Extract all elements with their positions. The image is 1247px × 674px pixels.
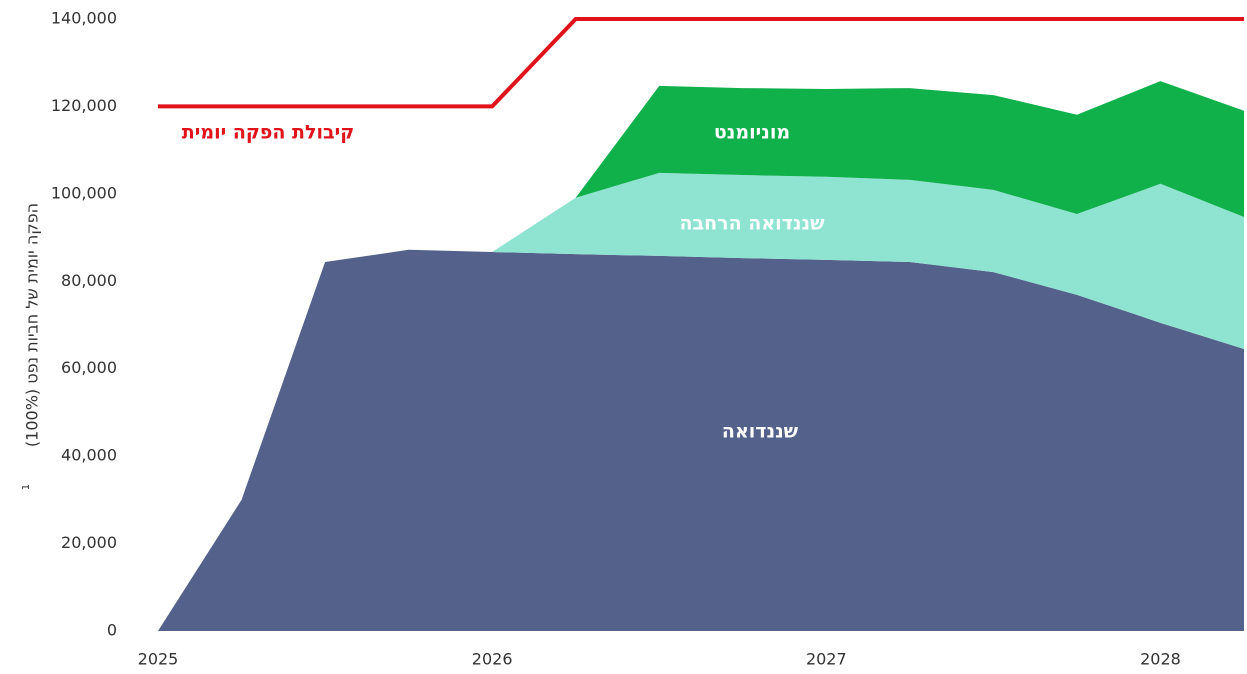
area [575, 81, 1244, 218]
x-tick-label: 2026 [472, 650, 513, 669]
line [158, 17, 1244, 109]
y-axis-title: הפקה יומית של חביות נפט (100%) 1 [21, 203, 42, 490]
series-label: מוניומנט [714, 122, 790, 144]
x-tick-label: 2025 [138, 650, 179, 669]
series-label: שננדואה [722, 421, 799, 443]
y-tick-label: 80,000 [61, 271, 117, 290]
area [158, 249, 1244, 631]
y-tick-label: 0 [107, 621, 117, 640]
series-label: קיבולת הפקה יומית [182, 122, 354, 144]
x-tick-label: 2027 [806, 650, 847, 669]
y-tick-label: 60,000 [61, 358, 117, 377]
y-tick-label: 140,000 [51, 9, 117, 28]
y-axis-note: 1 [21, 484, 32, 490]
x-tick-label: 2028 [1140, 650, 1181, 669]
y-tick-label: 120,000 [51, 96, 117, 115]
y-tick-label: 20,000 [61, 533, 117, 552]
y-axis-label: הפקה יומית של חביות נפט (100%) [23, 203, 42, 447]
y-tick-label: 100,000 [51, 183, 117, 202]
area [492, 172, 1245, 350]
y-tick-label: 40,000 [61, 446, 117, 465]
series-label: שננדואה הרחבה [679, 213, 825, 235]
